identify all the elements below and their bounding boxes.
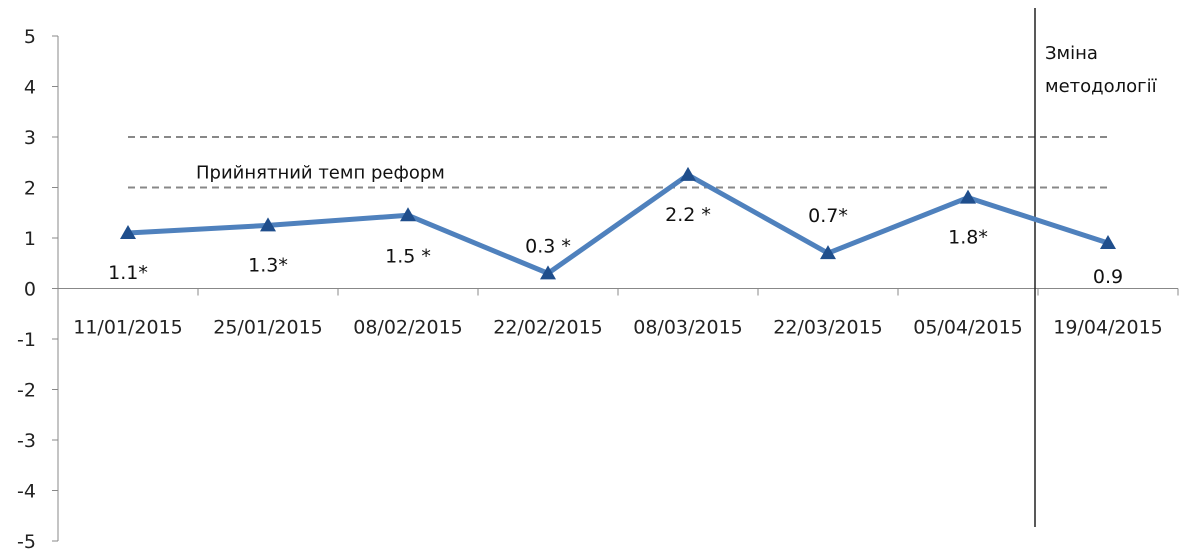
x-tick-label: 08/03/2015 xyxy=(633,317,743,339)
data-point-marker xyxy=(540,265,556,280)
data-point-marker xyxy=(260,217,276,232)
y-tick-label: 0 xyxy=(24,279,36,301)
y-tick-label: 3 xyxy=(24,127,36,149)
y-tick-label: -5 xyxy=(17,531,36,550)
y-tick-label: 2 xyxy=(24,178,36,200)
y-tick-label: 1 xyxy=(24,228,36,250)
y-tick-label: -1 xyxy=(17,329,36,351)
data-point-marker xyxy=(960,189,976,204)
reference-line-label: Прийнятний темп реформ xyxy=(196,163,445,184)
data-point-marker xyxy=(120,224,136,239)
data-point-marker xyxy=(680,166,696,181)
data-label: 1.3* xyxy=(248,254,288,276)
data-label: 1.8* xyxy=(948,227,988,249)
data-label: 1.1* xyxy=(108,262,148,284)
x-tick-label: 25/01/2015 xyxy=(213,317,323,339)
x-tick-label: 19/04/2015 xyxy=(1053,317,1163,339)
methodology-change-label-line2: методології xyxy=(1045,76,1158,97)
x-tick-label: 08/02/2015 xyxy=(353,317,463,339)
methodology-change-label-line1: Зміна xyxy=(1045,43,1098,64)
y-tick-label: 4 xyxy=(24,77,36,99)
x-tick-label: 22/02/2015 xyxy=(493,317,603,339)
y-axis: 5 4 3 2 1 0 -1 -2 -3 -4 -5 xyxy=(17,26,59,550)
x-axis: 11/01/2015 25/01/2015 08/02/2015 22/02/2015… xyxy=(57,288,1179,339)
y-tick-label: 5 xyxy=(24,26,36,48)
data-point-marker xyxy=(820,245,836,260)
data-point-marker xyxy=(1100,235,1116,250)
x-tick-label: 22/03/2015 xyxy=(773,317,883,339)
data-labels: 1.1* 1.3* 1.5 * 0.3 * 2.2 * 0.7* 1.8* 0.9 xyxy=(108,204,1123,288)
reference-lines: Прийнятний темп реформ xyxy=(128,136,1108,189)
y-tick-label: -4 xyxy=(17,481,36,503)
data-label: 0.9 xyxy=(1093,266,1123,288)
data-label: 2.2 * xyxy=(665,204,711,226)
methodology-divider: Зміна методології xyxy=(1034,8,1158,527)
x-tick-label: 11/01/2015 xyxy=(73,317,183,339)
data-label: 1.5 * xyxy=(385,245,431,267)
series xyxy=(120,166,1116,280)
y-tick-label: -2 xyxy=(17,380,36,402)
series-line xyxy=(127,172,1109,276)
data-point-marker xyxy=(400,207,416,222)
y-tick-label: -3 xyxy=(17,430,36,452)
data-label: 0.3 * xyxy=(525,235,571,257)
data-label: 0.7* xyxy=(808,205,848,227)
x-tick-label: 05/04/2015 xyxy=(913,317,1023,339)
